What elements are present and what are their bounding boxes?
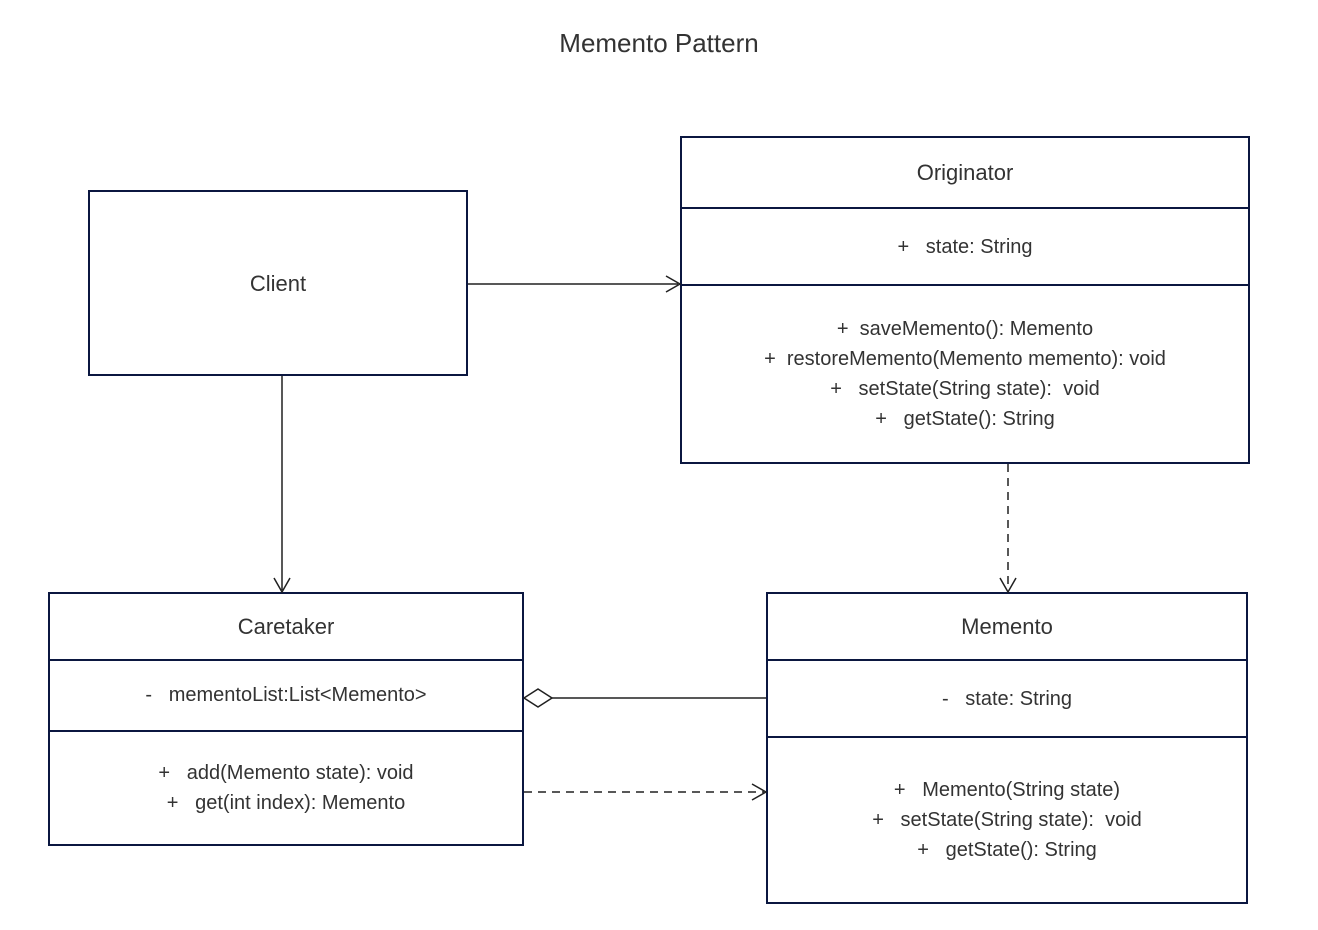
class-section-attr: - mementoList:List<Memento> bbox=[50, 659, 522, 730]
edge-caretaker-to-memento-dep bbox=[524, 784, 766, 800]
class-name-label: Client bbox=[90, 267, 466, 300]
edge-client-to-originator bbox=[468, 276, 680, 292]
class-section-name: Caretaker bbox=[50, 594, 522, 659]
class-name-label: Originator bbox=[682, 156, 1248, 189]
class-member-label: + setState(String state): void bbox=[694, 374, 1236, 404]
edge-originator-to-memento bbox=[1000, 464, 1016, 592]
class-section-attr: + state: String bbox=[682, 207, 1248, 284]
class-section-name: Originator bbox=[682, 138, 1248, 207]
class-member-label: + Memento(String state) bbox=[780, 775, 1234, 805]
class-client: Client bbox=[88, 190, 468, 376]
diagram-canvas: Memento Pattern Client Originator + state… bbox=[0, 0, 1318, 930]
class-member-label: + setState(String state): void bbox=[780, 805, 1234, 835]
class-section-name: Memento bbox=[768, 594, 1246, 659]
class-name-label: Memento bbox=[768, 610, 1246, 643]
class-caretaker: Caretaker - mementoList:List<Memento> + ad… bbox=[48, 592, 524, 846]
class-member-label: - state: String bbox=[780, 684, 1234, 714]
class-member-label: + get(int index): Memento bbox=[62, 788, 510, 818]
class-section-method: + saveMemento(): Memento+ restoreMemento… bbox=[682, 284, 1248, 462]
class-member-label: + getState(): String bbox=[694, 404, 1236, 434]
class-member-label: - mementoList:List<Memento> bbox=[62, 680, 510, 710]
class-section-name: Client bbox=[90, 192, 466, 374]
edge-client-to-caretaker bbox=[274, 376, 290, 592]
class-member-label: + getState(): String bbox=[780, 835, 1234, 865]
class-originator: Originator + state: String + saveMemento()… bbox=[680, 136, 1250, 464]
class-section-method: + add(Memento state): void+ get(int inde… bbox=[50, 730, 522, 844]
class-member-label: + state: String bbox=[694, 232, 1236, 262]
diagram-title: Memento Pattern bbox=[0, 28, 1318, 59]
class-member-label: + add(Memento state): void bbox=[62, 758, 510, 788]
class-section-attr: - state: String bbox=[768, 659, 1246, 736]
class-member-label: + saveMemento(): Memento bbox=[694, 314, 1236, 344]
edge-caretaker-to-memento-agg bbox=[524, 689, 766, 707]
class-member-label: + restoreMemento(Memento memento): void bbox=[694, 344, 1236, 374]
class-memento: Memento - state: String + Memento(String s… bbox=[766, 592, 1248, 904]
class-name-label: Caretaker bbox=[50, 610, 522, 643]
class-section-method: + Memento(String state)+ setState(String… bbox=[768, 736, 1246, 902]
